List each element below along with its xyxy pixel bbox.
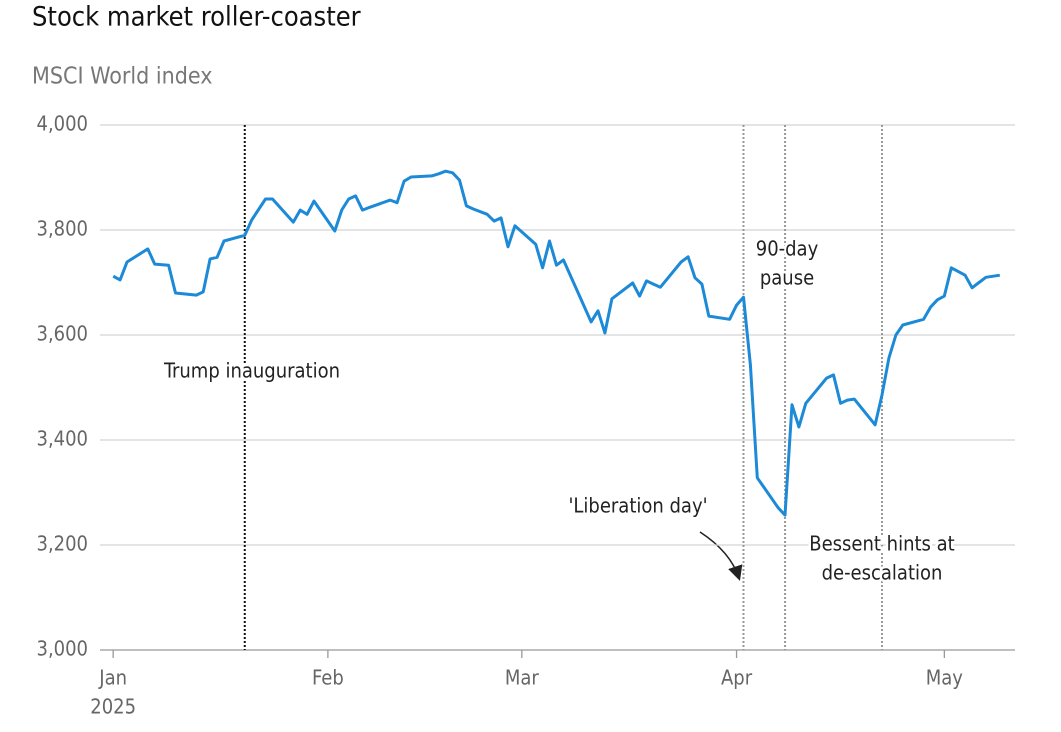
chart-subtitle: MSCI World index <box>32 64 212 90</box>
x-sublabel: 2025 <box>90 695 136 719</box>
y-tick-label: 3,000 <box>37 637 89 661</box>
y-tick-label: 3,400 <box>37 427 89 451</box>
annotation-text: Bessent hints at <box>809 532 954 556</box>
x-tick-label: May <box>926 666 964 690</box>
x-tick-label: Jan <box>98 666 127 690</box>
annotation-text: Trump inauguration <box>163 359 340 383</box>
y-tick-label: 3,800 <box>37 217 89 241</box>
chart-title: Stock market roller-coaster <box>32 2 361 33</box>
annotation-arrow <box>699 531 743 581</box>
x-tick-label: Feb <box>312 666 344 690</box>
x-tick-label: Mar <box>505 666 540 690</box>
annotation-text: de-escalation <box>822 561 943 585</box>
annotation-text: 90-day <box>756 237 819 261</box>
line-series <box>112 169 1001 517</box>
x-tick-label: Apr <box>721 666 753 690</box>
y-tick-label: 3,600 <box>37 322 89 346</box>
annotation-text: 'Liberation day' <box>568 494 707 518</box>
y-tick-label: 3,200 <box>37 532 89 556</box>
y-tick-label: 4,000 <box>37 112 89 136</box>
annotation-text: pause <box>760 266 814 290</box>
